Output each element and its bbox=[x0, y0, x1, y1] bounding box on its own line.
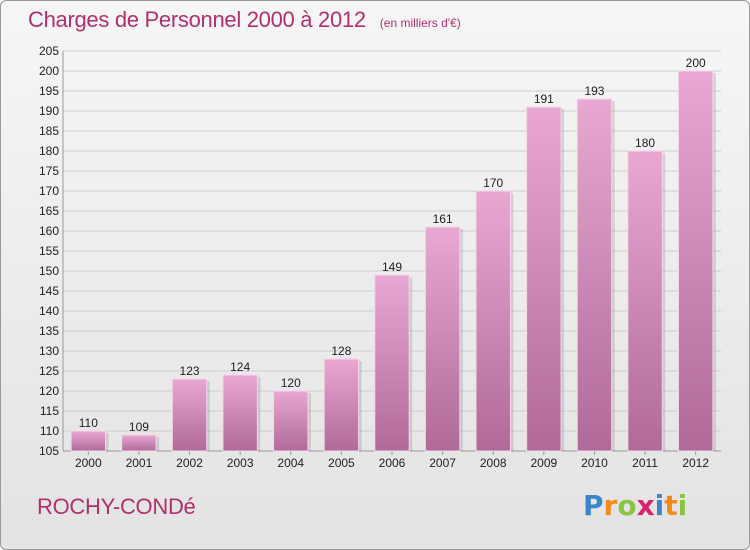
y-tick-label: 190 bbox=[39, 104, 59, 118]
value-label: 149 bbox=[382, 260, 402, 274]
x-tick-label: 2009 bbox=[530, 456, 557, 470]
value-label: 124 bbox=[230, 360, 250, 374]
bar-2010 bbox=[576, 98, 613, 452]
y-tick-label: 180 bbox=[39, 144, 59, 158]
value-label: 170 bbox=[483, 176, 503, 190]
value-label: 123 bbox=[180, 364, 200, 378]
x-tick-label: 2000 bbox=[75, 456, 102, 470]
logo-letter: t bbox=[664, 489, 678, 522]
y-tick-label: 140 bbox=[39, 304, 59, 318]
chart-subtitle: (en milliers d'€) bbox=[379, 16, 461, 30]
y-tick-label: 165 bbox=[39, 204, 59, 218]
bar-2005 bbox=[323, 358, 360, 452]
y-tick-label: 205 bbox=[39, 44, 59, 58]
y-tick-label: 130 bbox=[39, 344, 59, 358]
bar-2004 bbox=[273, 390, 309, 452]
y-tick-label: 120 bbox=[39, 384, 59, 398]
x-tick-label: 2010 bbox=[581, 456, 608, 470]
logo-letter: x bbox=[636, 489, 655, 522]
value-label: 191 bbox=[534, 92, 554, 106]
logo-letter: r bbox=[603, 489, 618, 522]
x-tick-label: 2004 bbox=[277, 456, 304, 470]
y-tick-label: 155 bbox=[39, 244, 59, 258]
y-tick-label: 195 bbox=[39, 84, 59, 98]
y-tick-label: 145 bbox=[39, 284, 59, 298]
value-label: 120 bbox=[281, 376, 301, 390]
x-tick-label: 2007 bbox=[429, 456, 456, 470]
bar-2002 bbox=[171, 378, 208, 452]
y-tick-label: 150 bbox=[39, 264, 59, 278]
y-tick-label: 170 bbox=[39, 184, 59, 198]
y-tick-label: 115 bbox=[40, 404, 59, 418]
y-tick-label: 135 bbox=[39, 324, 59, 338]
label-layer: 105 110 115 120 125 130 135 140 145 150 155 160 165 1… bbox=[39, 44, 709, 470]
x-tick-label: 2005 bbox=[328, 456, 355, 470]
value-label: 200 bbox=[686, 56, 706, 70]
logo-letter: i bbox=[654, 489, 665, 522]
value-label: 110 bbox=[79, 416, 98, 430]
value-label: 128 bbox=[331, 344, 351, 358]
x-tick-label: 2011 bbox=[632, 456, 658, 470]
bar-2008 bbox=[475, 190, 511, 452]
x-tick-label: 2012 bbox=[682, 456, 709, 470]
value-label: 109 bbox=[129, 420, 149, 434]
y-tick-label: 160 bbox=[39, 224, 59, 238]
x-tick-label: 2008 bbox=[480, 456, 507, 470]
x-tick-label: 2006 bbox=[379, 456, 406, 470]
chart-title: Charges de Personnel 2000 à 2012 (en mill… bbox=[28, 7, 461, 33]
value-label: 161 bbox=[433, 212, 453, 226]
logo-letter: i bbox=[677, 489, 688, 522]
x-tick-label: 2003 bbox=[227, 456, 254, 470]
bar-2011 bbox=[627, 150, 663, 452]
bar-2003 bbox=[222, 374, 258, 452]
y-tick-label: 125 bbox=[39, 364, 59, 378]
bar-2006 bbox=[374, 274, 410, 452]
proxiti-logo[interactable]: Proxiti bbox=[583, 489, 687, 522]
logo-letter: o bbox=[617, 489, 637, 522]
value-label: 180 bbox=[635, 136, 655, 150]
value-label: 193 bbox=[584, 84, 604, 98]
y-tick-label: 175 bbox=[39, 164, 59, 178]
bar-2012 bbox=[677, 70, 714, 452]
bar-2009 bbox=[526, 106, 562, 452]
bar-2007 bbox=[424, 226, 461, 452]
x-tick-label: 2002 bbox=[176, 456, 203, 470]
logo-letter: P bbox=[583, 489, 604, 522]
bar-layer bbox=[70, 70, 716, 452]
y-tick-label: 185 bbox=[39, 124, 59, 138]
y-tick-label: 105 bbox=[39, 444, 59, 458]
town-name: ROCHY-CONDé bbox=[37, 494, 196, 519]
title-text: Charges de Personnel 2000 à 2012 bbox=[28, 7, 366, 32]
x-tick-label: 2001 bbox=[126, 456, 153, 470]
y-tick-label: 200 bbox=[39, 64, 59, 78]
y-tick-label: 110 bbox=[40, 424, 59, 438]
bar-2001 bbox=[121, 434, 157, 452]
bar-2000 bbox=[70, 430, 107, 452]
